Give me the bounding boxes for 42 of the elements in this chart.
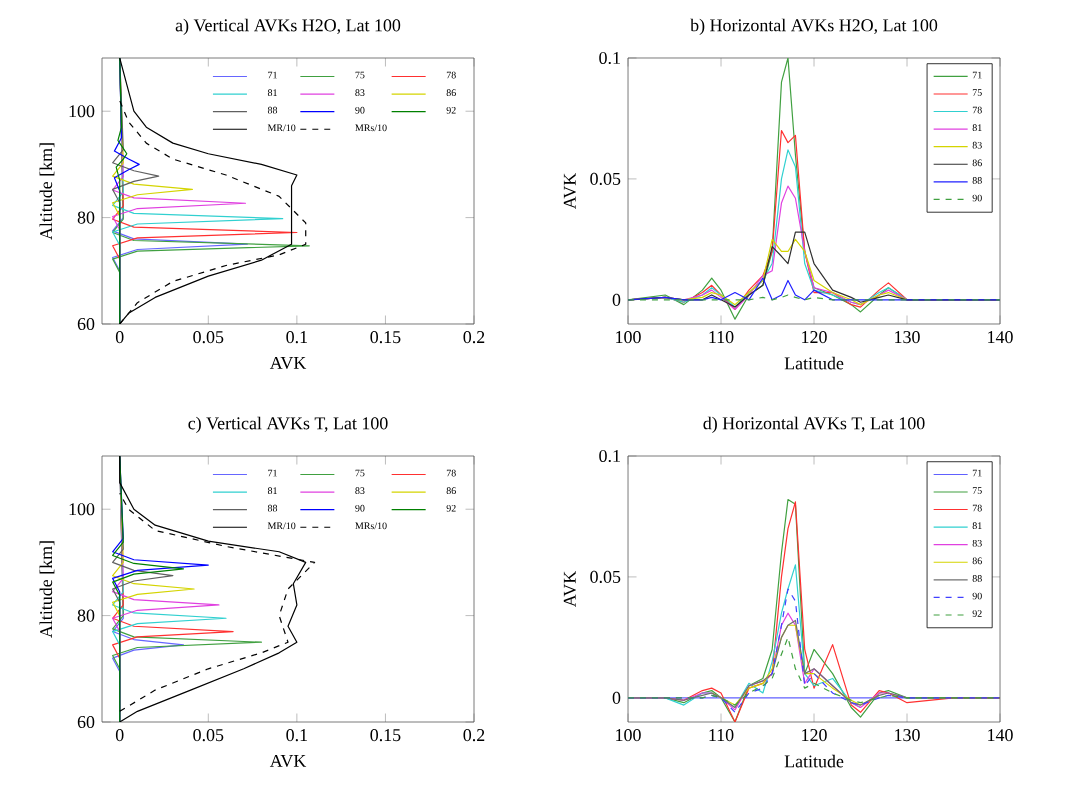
chart-title: a) Vertical AVKs H2O, Lat 100 [175,18,401,36]
y-tick-label: 0.1 [599,449,620,463]
y-tick-label: 0 [612,691,621,704]
y-axis-title: Altitude [km] [39,143,55,240]
x-tick-label: 0 [115,331,124,344]
x-tick-label: 110 [709,331,734,344]
y-axis-title: AVK [563,570,576,608]
y-tick-label: 0.05 [590,172,621,185]
x-tick-label: 140 [988,331,1013,344]
y-tick-label: 60 [77,715,95,729]
x-tick-label: 130 [895,729,920,742]
y-axis-title: AVK [563,172,576,210]
x-tick-label: 120 [802,729,827,742]
y-tick-label: 0 [612,293,621,306]
y-tick-label: 80 [77,609,95,622]
x-tick-label: 0.2 [463,729,485,742]
y-tick-label: 80 [77,211,95,224]
x-tick-label: 0.15 [370,729,401,742]
x-tick-label: 0 [115,729,124,742]
x-axis-title: AVK [269,356,307,370]
x-tick-label: 0.1 [286,331,308,344]
x-tick-label: 110 [709,729,734,742]
x-axis-title: Latitude [784,754,844,768]
chart-title: b) Horizontal AVKs H2O, Lat 100 [690,18,938,35]
y-tick-label: 60 [77,317,95,331]
x-tick-label: 0.15 [370,331,401,344]
y-tick-label: 100 [69,503,95,516]
x-tick-label: 0.2 [463,331,485,344]
x-axis-title: AVK [269,754,307,768]
y-tick-label: 0.1 [599,51,620,65]
x-tick-label: 140 [988,729,1013,742]
x-tick-label: 120 [802,331,827,344]
x-tick-label: 0.1 [286,729,308,742]
x-tick-label: 0.05 [193,729,224,742]
y-axis-title: Altitude [km] [39,541,55,638]
x-axis-title: Latitude [784,356,844,370]
y-tick-label: 0.05 [590,570,621,583]
y-tick-label: 100 [69,105,95,118]
chart-title: d) Horizontal AVKs T, Lat 100 [703,416,925,433]
chart-title: c) Vertical AVKs T, Lat 100 [188,416,388,434]
x-tick-label: 0.05 [193,331,224,344]
x-tick-label: 130 [895,331,920,344]
